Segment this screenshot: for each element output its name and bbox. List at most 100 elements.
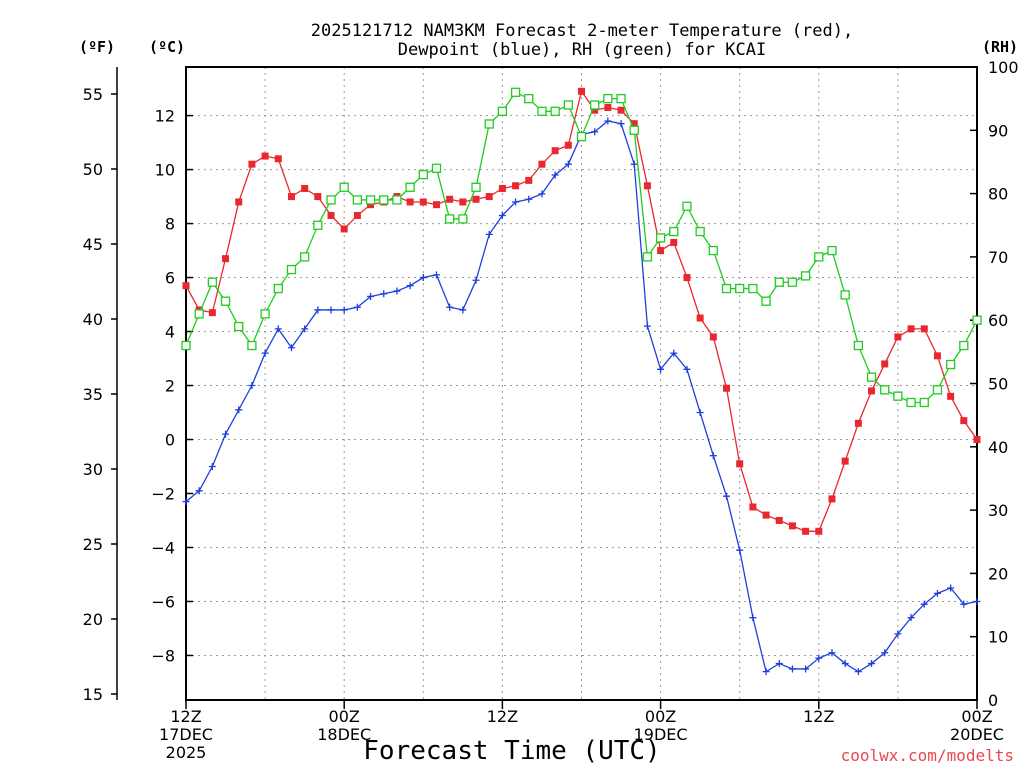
rh-tick-label: 70 (988, 248, 1008, 267)
x-tick-label: 19DEC (634, 725, 688, 744)
rh-point (418, 169, 428, 180)
x-tick-label: 12Z (170, 707, 201, 726)
rh-point (735, 283, 745, 294)
dewpoint-point (419, 274, 427, 282)
x-axis-label: Forecast Time (UTC) (363, 736, 660, 766)
rh-point (945, 359, 956, 370)
fahrenheit-tick-label: 30 (83, 460, 103, 479)
rh-point (655, 233, 666, 243)
rh-point (866, 372, 877, 382)
2-meter-temperature-point (419, 198, 427, 206)
2-meter-temperature-point (446, 195, 454, 203)
rh-series (181, 87, 982, 408)
x-tick-label: 18DEC (317, 725, 371, 744)
dewpoint-point (248, 382, 256, 390)
2-meter-temperature-point (960, 417, 968, 425)
rh-point (563, 100, 573, 110)
dewpoint-point (406, 282, 414, 290)
2-meter-temperature-point (723, 384, 731, 392)
dewpoint-point (868, 660, 876, 668)
2-meter-temperature-point (841, 457, 849, 465)
rh-point (524, 94, 534, 104)
rh-point (405, 182, 415, 192)
rh-tick-label: 80 (988, 185, 1008, 204)
celsius-tick-label: 12 (155, 107, 175, 126)
rh-point (352, 195, 363, 205)
fahrenheit-tick-label: 35 (83, 385, 103, 404)
dewpoint-point (881, 649, 889, 657)
rh-point (379, 195, 389, 205)
2-meter-temperature-point (591, 106, 599, 114)
2-meter-temperature-point (261, 152, 269, 160)
rh-point (537, 106, 547, 116)
2-meter-temperature-point (314, 193, 322, 201)
rh-point (365, 195, 376, 205)
dewpoint-point (287, 344, 295, 352)
dewpoint-point (762, 668, 770, 676)
rh-point (761, 296, 771, 306)
dewpoint-point (815, 654, 823, 662)
celsius-tick-label: −8 (151, 646, 175, 665)
plot-frame (185, 66, 978, 701)
2-meter-temperature-point (525, 176, 533, 184)
rh-point (682, 201, 692, 211)
2-meter-temperature-point (920, 325, 928, 333)
fahrenheit-tick-label: 55 (83, 85, 103, 104)
dewpoint-point (854, 668, 862, 676)
2-meter-temperature-point (683, 274, 691, 282)
2-meter-temperature-point (657, 247, 665, 255)
rh-point (959, 340, 969, 351)
rh-point (893, 391, 903, 401)
x-tick-label: 00Z (961, 707, 992, 726)
dewpoint-point (973, 597, 981, 605)
2-meter-temperature-point (643, 182, 651, 190)
fahrenheit-tick-label: 40 (83, 310, 103, 329)
2-meter-temperature-point (736, 460, 744, 468)
dewpoint-point (380, 290, 388, 298)
2-meter-temperature-point (894, 333, 902, 341)
dewpoint-point (617, 120, 625, 128)
2-meter-temperature-point (222, 255, 230, 263)
2-meter-temperature-point (327, 211, 335, 219)
rh-point (431, 163, 442, 173)
2-meter-temperature-point (208, 309, 216, 317)
credit-text: coolwx.com/modelts (841, 746, 1014, 765)
celsius-tick-label: 4 (165, 323, 175, 342)
dewpoint-point (525, 195, 533, 203)
rh-point (629, 125, 639, 135)
chart-title-line-1: 2025121712 NAM3KM Forecast 2-meter Tempe… (311, 21, 853, 41)
dewpoint-point (261, 349, 269, 357)
2-meter-temperature-point (802, 527, 810, 535)
2-meter-temperature-point (670, 238, 678, 246)
dewpoint-point (195, 487, 203, 495)
fahrenheit-tick-label: 50 (83, 160, 103, 179)
rh-tick-label: 10 (988, 628, 1008, 647)
fahrenheit-axis-unit: (ºF) (79, 38, 115, 56)
dewpoint-point (696, 409, 704, 417)
x-tick-label: 00Z (645, 707, 676, 726)
celsius-tick-label: −6 (151, 592, 175, 611)
rh-point (326, 195, 336, 205)
fahrenheit-tick-label: 25 (83, 535, 103, 554)
dewpoint-point (723, 492, 731, 500)
dewpoint-point (538, 190, 546, 198)
rh-point (919, 397, 929, 408)
dewpoint-point (551, 171, 559, 179)
2-meter-temperature-point (367, 201, 375, 209)
dewpoint-point (802, 665, 810, 673)
celsius-tick-label: −4 (151, 538, 175, 557)
2-meter-temperature-point (538, 160, 546, 168)
dewpoint-point (446, 303, 454, 311)
2-meter-temperature-point (933, 352, 941, 360)
rh-tick-label: 40 (988, 438, 1008, 457)
2-meter-temperature-point (287, 193, 295, 201)
rh-point (273, 283, 283, 294)
rh-point (603, 94, 613, 104)
dewpoint-point (683, 365, 691, 373)
2-meter-temperature-point (973, 436, 981, 444)
dewpoint-point (788, 665, 796, 673)
dewpoint-point (947, 584, 955, 592)
celsius-tick-label: −2 (151, 484, 175, 503)
x-tick-label: 20DEC (950, 725, 1004, 744)
2-meter-temperature-point (854, 419, 862, 427)
